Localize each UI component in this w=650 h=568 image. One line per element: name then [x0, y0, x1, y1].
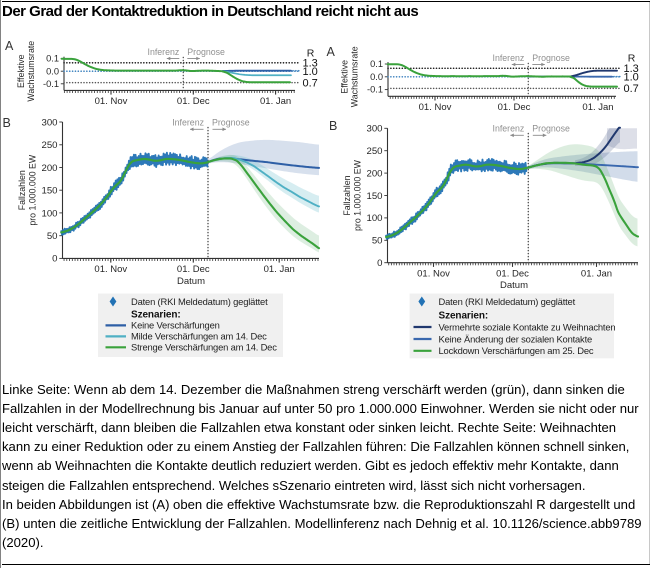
svg-text:R: R	[307, 47, 315, 59]
svg-text:0.7: 0.7	[303, 77, 318, 89]
svg-text:Inferenz: Inferenz	[148, 47, 180, 57]
svg-text:Prognose: Prognose	[532, 53, 570, 63]
svg-text:B: B	[3, 116, 11, 130]
svg-text:200: 200	[41, 163, 57, 174]
svg-text:A: A	[5, 39, 14, 53]
svg-text:01. Jan: 01. Jan	[581, 269, 612, 280]
svg-text:Fallzahlen: Fallzahlen	[342, 175, 352, 215]
svg-text:0.0: 0.0	[370, 72, 383, 82]
svg-text:01. Dec: 01. Dec	[177, 96, 210, 107]
svg-text:01. Nov: 01. Nov	[417, 269, 450, 280]
svg-text:01. Nov: 01. Nov	[94, 264, 127, 275]
svg-text:0: 0	[52, 254, 57, 265]
svg-text:A: A	[327, 45, 336, 59]
svg-text:01. Dec: 01. Dec	[498, 102, 531, 113]
svg-text:Strenge Verschärfungen am 14.: Strenge Verschärfungen am 14. Dec	[131, 342, 277, 353]
svg-text:01. Dec: 01. Dec	[177, 264, 210, 275]
svg-text:300: 300	[366, 124, 382, 135]
svg-text:Inferenz: Inferenz	[493, 53, 525, 63]
svg-text:Prognose: Prognose	[532, 123, 570, 133]
svg-text:pro 1.000.000 EW: pro 1.000.000 EW	[27, 154, 37, 226]
svg-text:Szenarien:: Szenarien:	[131, 309, 181, 320]
svg-text:0.0: 0.0	[46, 66, 59, 76]
svg-text:100: 100	[41, 208, 57, 219]
svg-text:Szenarien:: Szenarien:	[439, 311, 489, 322]
svg-text:Milde Verschärfungen am 14. De: Milde Verschärfungen am 14. Dec	[131, 331, 267, 342]
svg-text:Keine Verschärfungen: Keine Verschärfungen	[131, 320, 220, 331]
svg-text:01. Nov: 01. Nov	[419, 102, 452, 113]
svg-text:01. Dec: 01. Dec	[496, 269, 529, 280]
svg-text:1.3: 1.3	[624, 63, 639, 75]
svg-text:Lockdown Verschärfungen am 25.: Lockdown Verschärfungen am 25. Dec	[439, 345, 594, 356]
svg-text:Datum: Datum	[500, 280, 528, 291]
svg-text:1.0: 1.0	[624, 72, 639, 84]
svg-text:B: B	[329, 119, 337, 133]
svg-text:0.1: 0.1	[370, 59, 383, 69]
svg-text:Effektive: Effektive	[340, 60, 350, 94]
svg-text:50: 50	[47, 231, 58, 242]
svg-text:Daten (RKI Meldedatum) geglätt: Daten (RKI Meldedatum) geglättet	[131, 296, 268, 307]
svg-text:-0.1: -0.1	[367, 85, 383, 95]
svg-text:50: 50	[372, 236, 383, 247]
svg-text:0.1: 0.1	[46, 54, 59, 64]
svg-text:Inferenz: Inferenz	[172, 117, 204, 127]
svg-text:250: 250	[366, 146, 382, 157]
svg-text:Prognose: Prognose	[187, 47, 225, 57]
svg-text:pro 1.000.000 EW: pro 1.000.000 EW	[352, 159, 362, 231]
svg-text:01. Nov: 01. Nov	[95, 96, 128, 107]
svg-text:01. Jan: 01. Jan	[260, 96, 291, 107]
svg-text:Effektive: Effektive	[16, 54, 26, 88]
svg-text:Fallzahlen: Fallzahlen	[17, 170, 27, 210]
svg-text:150: 150	[366, 191, 382, 202]
svg-text:Wachstumsrate: Wachstumsrate	[26, 41, 36, 102]
svg-text:Inferenz: Inferenz	[493, 123, 525, 133]
svg-text:Wachstumsrate: Wachstumsrate	[350, 46, 360, 107]
svg-text:100: 100	[366, 213, 382, 224]
svg-text:Keine Änderung der sozialen Ko: Keine Änderung der sozialen Kontakte	[439, 333, 593, 344]
svg-text:150: 150	[41, 186, 57, 197]
svg-text:-0.1: -0.1	[43, 79, 59, 89]
svg-text:Vermehrte soziale Kontakte zu: Vermehrte soziale Kontakte zu Weihnachte…	[439, 321, 616, 332]
svg-text:0.7: 0.7	[624, 83, 639, 95]
svg-text:1.3: 1.3	[303, 58, 318, 70]
svg-text:1.0: 1.0	[303, 66, 318, 78]
svg-text:Datum: Datum	[177, 276, 205, 287]
svg-text:300: 300	[41, 117, 57, 128]
svg-text:Daten (RKI Meldedatum) geglätt: Daten (RKI Meldedatum) geglättet	[439, 296, 576, 307]
svg-text:200: 200	[366, 168, 382, 179]
svg-text:01. Jan: 01. Jan	[582, 102, 613, 113]
svg-text:R: R	[628, 53, 636, 65]
svg-text:250: 250	[41, 140, 57, 151]
svg-text:0: 0	[377, 258, 382, 269]
svg-text:Prognose: Prognose	[212, 117, 250, 127]
svg-text:01. Jan: 01. Jan	[264, 264, 295, 275]
